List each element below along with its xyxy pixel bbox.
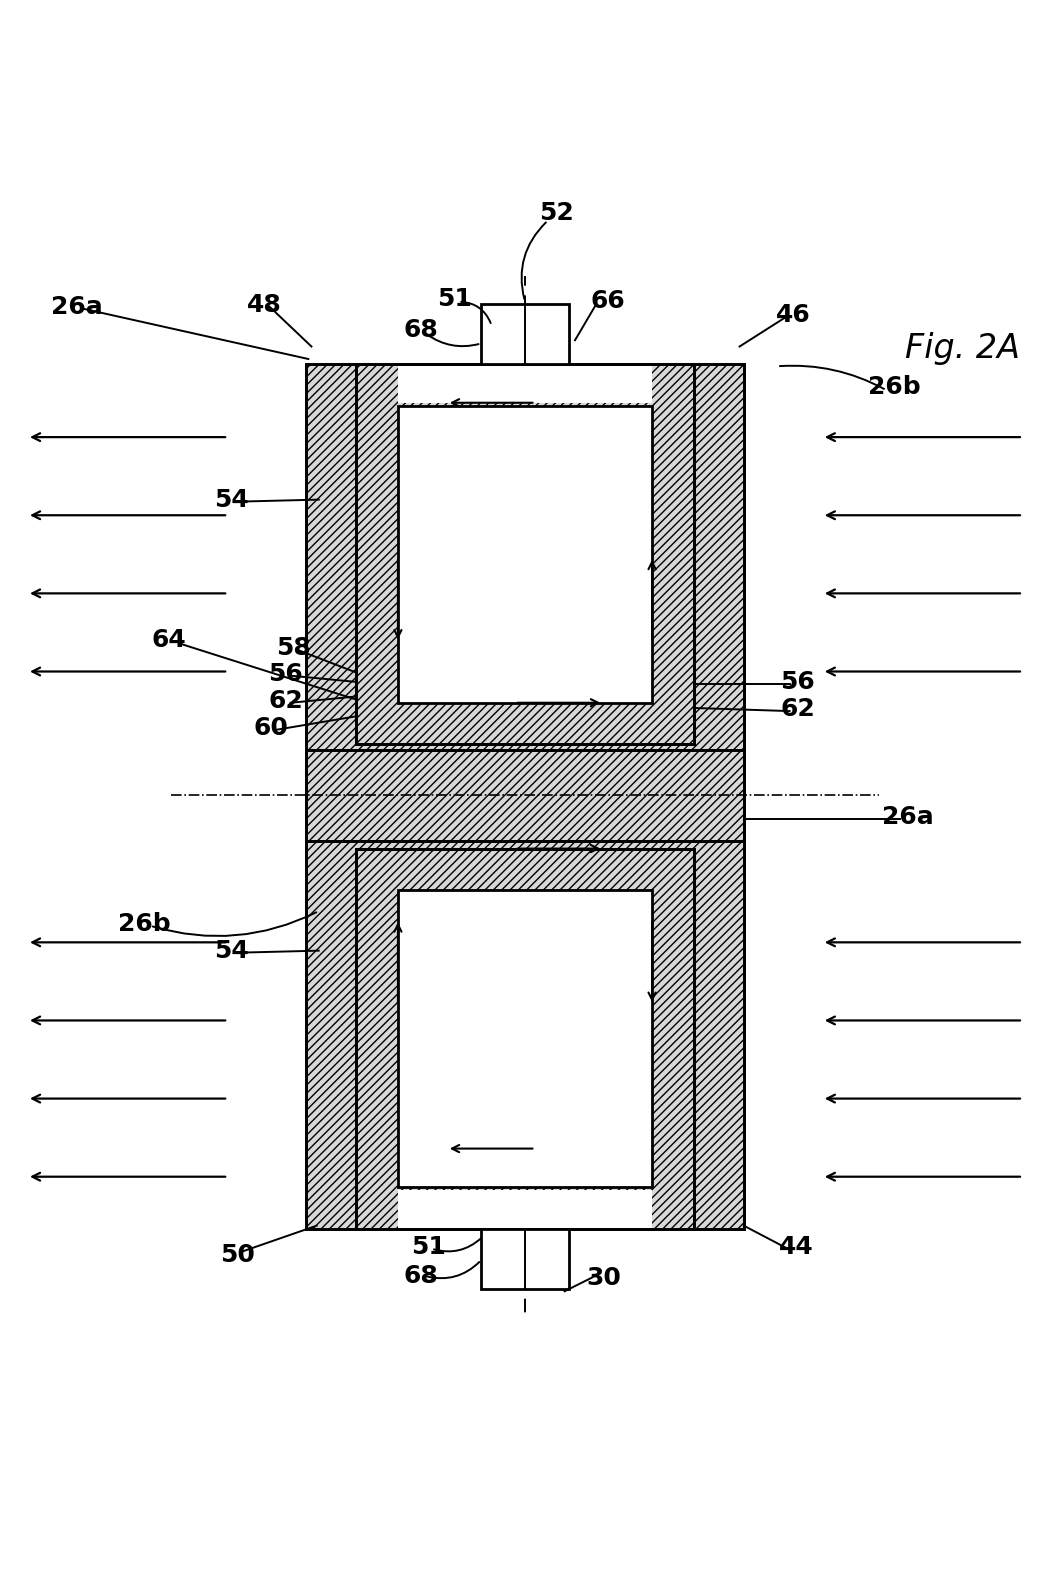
- Text: 50: 50: [220, 1243, 255, 1266]
- Text: 66: 66: [591, 288, 626, 312]
- Text: 68: 68: [403, 1263, 438, 1287]
- Bar: [356, 849, 694, 1228]
- Bar: [398, 890, 652, 1187]
- Text: 51: 51: [437, 287, 471, 311]
- Bar: [307, 365, 743, 1228]
- Text: 56: 56: [268, 661, 302, 685]
- Text: 54: 54: [214, 938, 249, 962]
- Bar: [398, 406, 652, 703]
- Bar: [307, 365, 743, 1228]
- Text: 44: 44: [778, 1235, 813, 1258]
- Bar: [398, 890, 652, 1187]
- Text: 56: 56: [780, 671, 815, 695]
- Bar: [307, 750, 743, 841]
- Text: 48: 48: [247, 293, 282, 317]
- Bar: [356, 365, 694, 744]
- Bar: [356, 849, 694, 1228]
- Text: 58: 58: [276, 636, 311, 660]
- Text: 26a: 26a: [51, 295, 103, 319]
- Text: 26b: 26b: [119, 911, 171, 935]
- Text: 30: 30: [587, 1266, 622, 1290]
- Text: 54: 54: [214, 487, 249, 511]
- Text: 62: 62: [780, 698, 815, 722]
- Text: 64: 64: [151, 628, 186, 652]
- Bar: [307, 750, 743, 841]
- Text: 46: 46: [776, 303, 811, 327]
- Text: 62: 62: [268, 688, 302, 712]
- Text: 68: 68: [403, 319, 438, 342]
- Bar: [481, 1228, 569, 1289]
- Bar: [398, 365, 652, 403]
- Bar: [398, 1190, 652, 1228]
- Text: 51: 51: [411, 1235, 445, 1258]
- Text: 26b: 26b: [868, 374, 921, 400]
- Bar: [356, 365, 694, 744]
- Bar: [398, 406, 652, 703]
- Text: 52: 52: [539, 201, 573, 225]
- Text: Fig. 2A: Fig. 2A: [905, 331, 1020, 365]
- Text: 60: 60: [253, 715, 289, 739]
- Bar: [481, 304, 569, 365]
- Text: 26a: 26a: [882, 806, 934, 830]
